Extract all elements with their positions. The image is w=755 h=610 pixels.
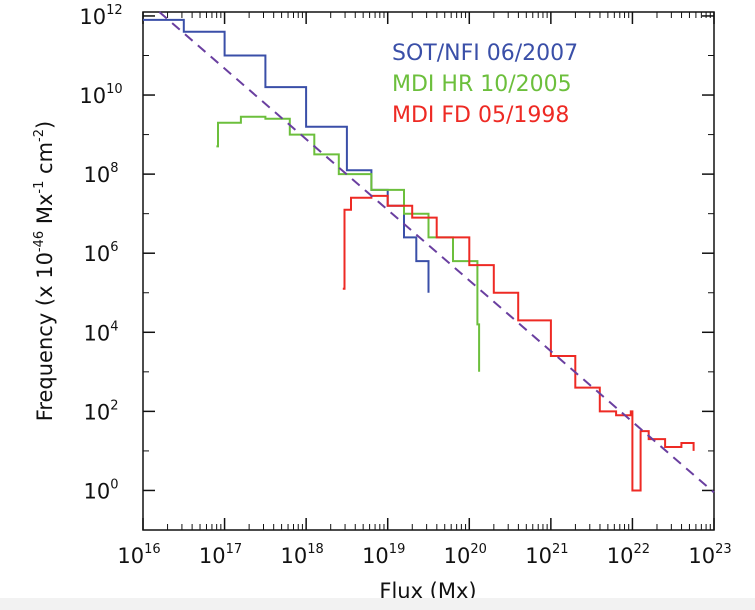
series-group (143, 11, 715, 494)
y-tick-label: 1010 (79, 82, 122, 108)
y-axis-label: Frequency (x 10-46 Mx-1 cm-2) (32, 121, 57, 421)
x-tick-label: 1021 (525, 542, 568, 568)
y-tick-label: 104 (83, 319, 118, 345)
x-tick-label: 1023 (688, 542, 731, 568)
legend-entry: SOT/NFI 06/2007 (392, 41, 578, 66)
x-tick-label: 1022 (607, 542, 650, 568)
axis-ticks: 1016 1017 1018 1019 1020 1021 1022 1023 100 102 10… (79, 3, 731, 568)
x-tick-label: 1018 (281, 542, 324, 568)
y-tick-label: 100 (83, 477, 118, 503)
plot-frame (142, 11, 715, 531)
x-tick-label: 1019 (362, 542, 405, 568)
legend-entry: MDI HR 10/2005 (392, 72, 572, 97)
x-tick-label: 1017 (199, 542, 242, 568)
series-line-sot-nfi (143, 18, 430, 293)
power-law-fit-line (158, 11, 715, 494)
y-axis-title: Frequency (x 10-46 Mx-1 cm-2) (32, 121, 57, 421)
series-line-mdi-hr (216, 115, 481, 372)
series-line-mdi-fd (342, 194, 695, 492)
y-tick-label: 106 (83, 240, 118, 266)
x-tick-label: 1020 (444, 542, 487, 568)
y-tick-label: 108 (83, 161, 118, 187)
bottom-strip (0, 598, 755, 610)
legend: SOT/NFI 06/2007 MDI HR 10/2005 MDI FD 05/1… (392, 41, 578, 128)
y-tick-label: 1012 (79, 3, 122, 29)
legend-entry: MDI FD 05/1998 (392, 103, 569, 128)
x-tick-label: 1016 (117, 542, 160, 568)
y-tick-label: 102 (83, 398, 118, 424)
